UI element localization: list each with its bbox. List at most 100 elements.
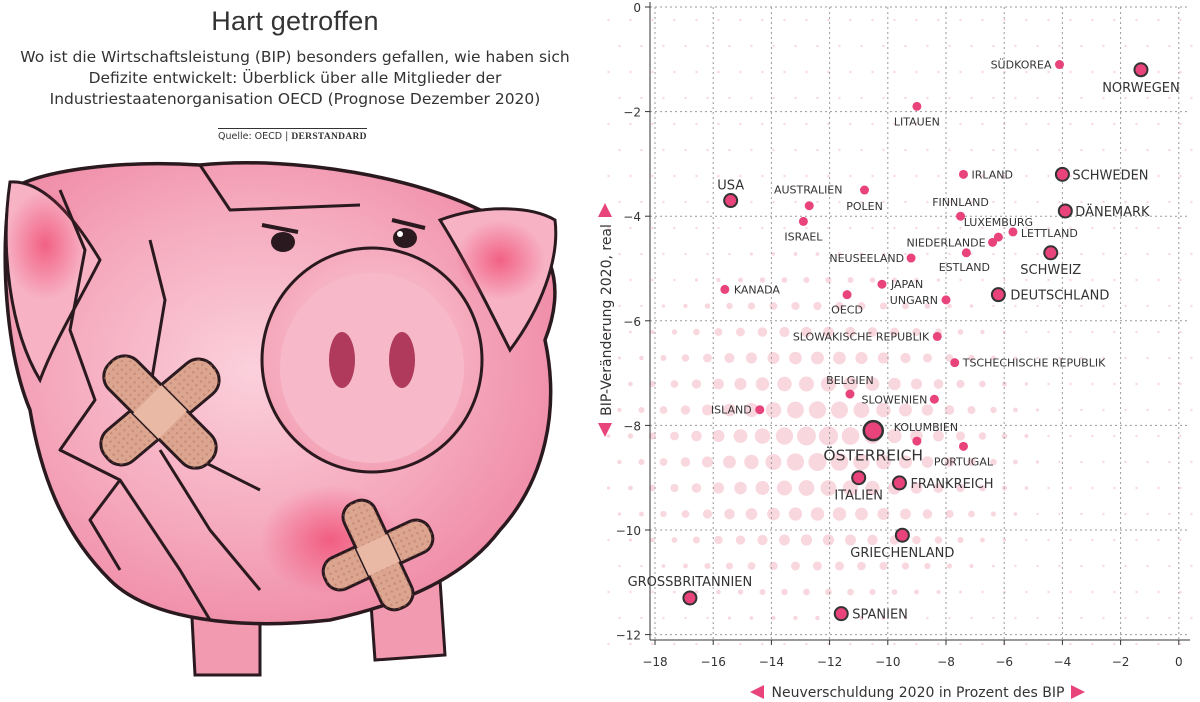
bandage-icon xyxy=(102,354,218,470)
piggy-bank-illustration xyxy=(3,161,558,677)
pig-nostril xyxy=(329,332,355,388)
data-label: SLOWAKISCHE REPUBLIK xyxy=(793,330,930,343)
data-points xyxy=(682,60,1149,622)
x-tick-label: −12 xyxy=(817,655,842,669)
data-point-highlight xyxy=(1057,203,1073,219)
data-label: DEUTSCHLAND xyxy=(1010,289,1109,304)
y-tick-label: 0 xyxy=(633,1,641,15)
data-label: SCHWEIZ xyxy=(1020,263,1081,278)
x-tick-label: −16 xyxy=(701,655,726,669)
data-label: JAPAN xyxy=(890,278,923,291)
data-label: FRANKREICH xyxy=(910,477,993,492)
data-point xyxy=(860,185,870,195)
data-label: LUXEMBURG xyxy=(964,216,1033,229)
data-point-highlight xyxy=(723,193,739,209)
data-label: USA xyxy=(717,179,744,194)
data-point xyxy=(912,436,922,446)
data-point xyxy=(906,253,916,263)
chart-subtitle: Wo ist die Wirtschaftsleistung (BIP) bes… xyxy=(20,48,570,108)
data-point-highlight xyxy=(894,527,910,543)
x-tick-label: −8 xyxy=(937,655,955,669)
data-label: KOLUMBIEN xyxy=(894,421,958,434)
data-label: GRIECHENLAND xyxy=(850,546,954,561)
data-label: PORTUGAL xyxy=(934,455,994,468)
data-point xyxy=(755,405,765,415)
axes: −18 −16 −14 −12 −10 −8 −6 −4 −2 0 0 −2 −4 −6 −8 −10 −12 xyxy=(616,1,1190,669)
data-label: FINNLAND xyxy=(932,196,989,209)
chart-title: Hart getroffen xyxy=(211,6,379,36)
arrow-left-icon xyxy=(750,685,764,699)
data-point xyxy=(961,248,971,258)
data-point-highlight xyxy=(862,419,884,442)
x-axis-title-group: Neuverschuldung 2020 in Prozent des BIP xyxy=(750,685,1085,701)
data-point xyxy=(993,232,1003,242)
data-point xyxy=(804,201,814,211)
x-tick-label: −2 xyxy=(1112,655,1130,669)
data-point-highlight xyxy=(1054,166,1070,182)
data-label: ÖSTERREICH xyxy=(823,446,923,465)
data-labels: SÜDKOREA NORWEGEN LITAUEN USA AUSTRALIENPOLE… xyxy=(628,59,1180,623)
data-label: SÜDKOREA xyxy=(991,59,1052,72)
bandage-icon xyxy=(341,498,415,612)
data-point xyxy=(958,169,968,179)
x-tick-label: 0 xyxy=(1175,655,1183,669)
data-point xyxy=(956,211,966,221)
y-tick-label: −2 xyxy=(623,106,641,120)
data-point xyxy=(932,331,942,341)
data-point xyxy=(798,216,808,226)
data-label: BELGIEN xyxy=(826,374,874,387)
data-point-highlight xyxy=(891,475,907,491)
data-label: SPANIEN xyxy=(852,608,908,623)
publisher-logo: DERSTANDARD xyxy=(291,132,367,142)
data-label: OECD xyxy=(831,304,863,317)
data-label: NORWEGEN xyxy=(1102,81,1180,96)
data-point xyxy=(958,441,968,451)
source-prefix: Quelle: OECD | xyxy=(218,131,289,142)
y-tick-label: −8 xyxy=(623,419,641,433)
header: Hart getroffen Wo ist die Wirtschaftslei… xyxy=(0,0,590,110)
data-point xyxy=(1054,60,1064,70)
y-axis-title: BIP-Veränderung 2020, real xyxy=(599,224,615,416)
data-label: AUSTRALIEN xyxy=(774,184,843,197)
source-line: Quelle: OECD | DERSTANDARD xyxy=(218,128,367,142)
arrow-right-icon xyxy=(1071,685,1085,699)
y-tick-label: −12 xyxy=(616,629,641,643)
data-point xyxy=(1008,227,1018,237)
x-axis-title: Neuverschuldung 2020 in Prozent des BIP xyxy=(772,685,1065,701)
y-axis-title-group: BIP-Veränderung 2020, real xyxy=(598,203,615,437)
arrow-up-icon xyxy=(598,203,612,217)
y-tick-label: −6 xyxy=(623,315,641,329)
data-label: ITALIEN xyxy=(834,489,883,504)
grid-lines xyxy=(650,6,1190,640)
data-point xyxy=(912,101,922,111)
pig-eye-left xyxy=(271,232,295,252)
x-tick-label: −4 xyxy=(1054,655,1072,669)
data-point-highlight xyxy=(851,470,867,486)
y-tick-label: −4 xyxy=(623,210,641,224)
data-label: ISLAND xyxy=(711,404,752,417)
data-label: IRLAND xyxy=(971,168,1013,181)
data-point xyxy=(720,284,730,294)
x-tick-label: −14 xyxy=(759,655,784,669)
data-label: ISRAEL xyxy=(784,230,823,243)
arrow-down-icon xyxy=(598,423,612,437)
data-label: SLOWENIEN xyxy=(862,393,928,406)
data-point-highlight xyxy=(833,606,849,622)
data-point-highlight xyxy=(682,590,698,606)
data-label: NEUSEELAND xyxy=(829,252,904,265)
data-point xyxy=(988,237,998,247)
x-tick-label: −6 xyxy=(995,655,1013,669)
data-point-highlight xyxy=(1043,245,1059,261)
data-point xyxy=(877,279,887,289)
data-point xyxy=(950,358,960,368)
data-point xyxy=(845,389,855,399)
data-label: DÄNEMARK xyxy=(1075,204,1150,220)
data-point-highlight xyxy=(990,287,1006,303)
data-label: NIEDERLANDE xyxy=(907,236,986,249)
data-label: LETTLAND xyxy=(1021,227,1078,240)
data-label: ESTLAND xyxy=(939,261,990,274)
data-point-highlight xyxy=(1133,62,1149,78)
data-label: POLEN xyxy=(846,200,883,213)
data-point xyxy=(941,295,951,305)
